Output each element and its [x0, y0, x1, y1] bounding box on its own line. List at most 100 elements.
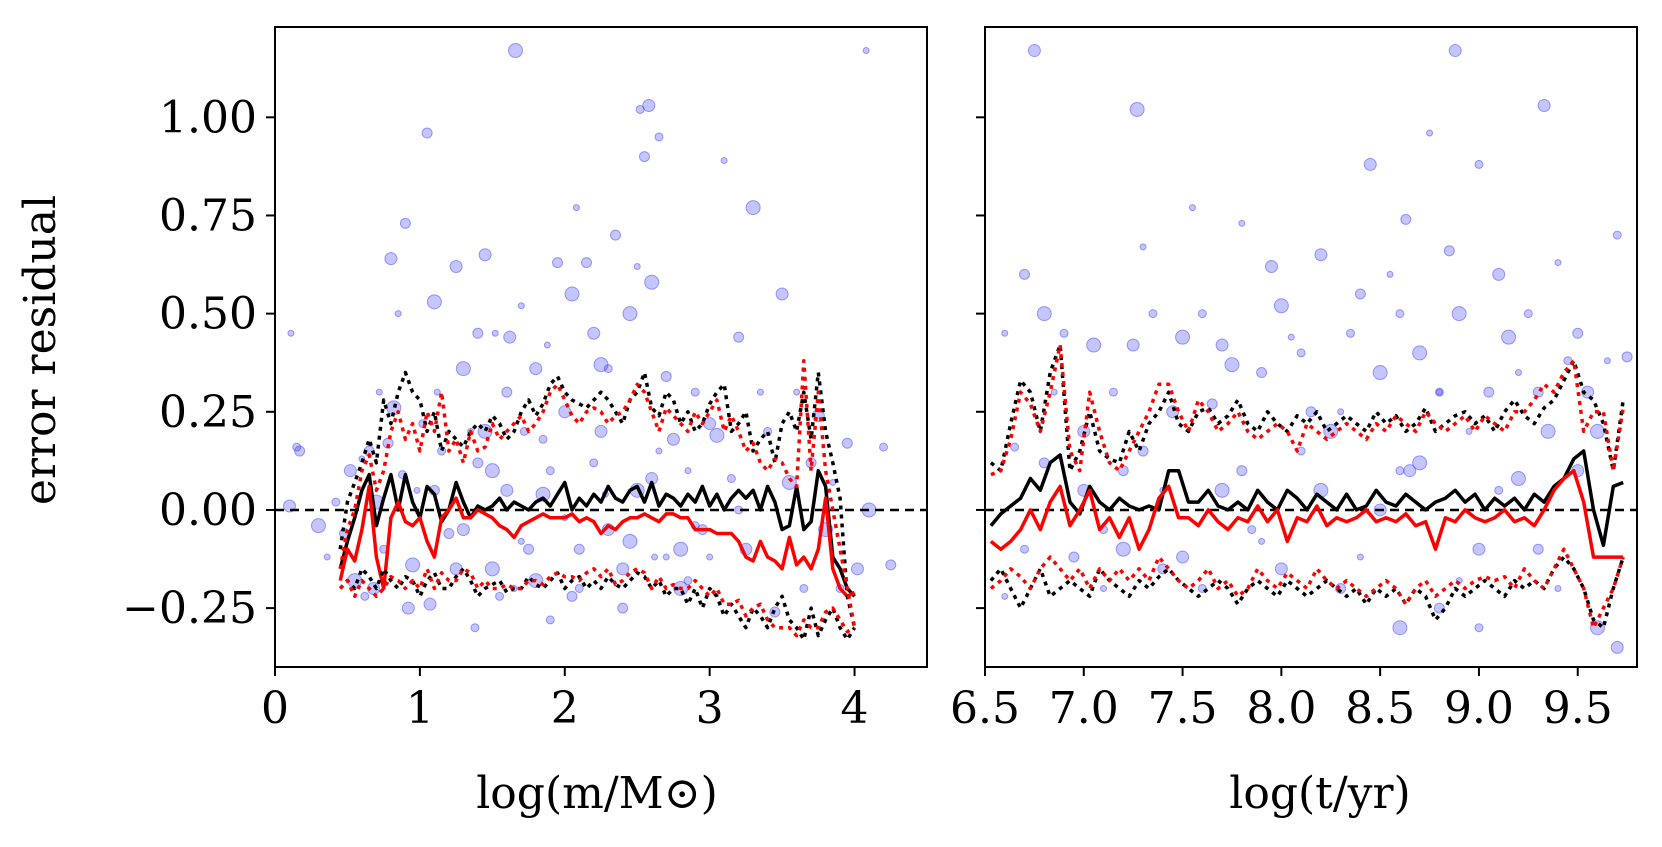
- scatter-point: [360, 591, 370, 601]
- scatter-point: [384, 252, 398, 266]
- scatter-point: [706, 553, 714, 561]
- scatter-point: [1621, 351, 1633, 363]
- scatter-point: [609, 229, 621, 241]
- scatter-point: [1068, 551, 1080, 563]
- series-line-upper-red-dotted: [338, 358, 857, 629]
- scatter-point: [495, 591, 505, 601]
- scatter-point: [1514, 369, 1522, 377]
- scatter-point: [1589, 423, 1605, 439]
- scatter-point: [1108, 387, 1118, 397]
- axes-frame: [984, 26, 1638, 668]
- scatter-point: [775, 287, 789, 301]
- scatter-point: [1256, 367, 1268, 379]
- scatter-point: [294, 445, 306, 457]
- scatter-point: [1148, 309, 1158, 319]
- scatter-point: [1020, 544, 1030, 554]
- scatter-point: [1356, 553, 1364, 561]
- scatter-point: [1215, 338, 1229, 352]
- scatter-point: [660, 370, 672, 382]
- scatter-point: [862, 47, 870, 55]
- scatter-point: [456, 523, 470, 537]
- scatter-point: [617, 602, 629, 614]
- scatter-point: [690, 387, 700, 397]
- scatter-point: [1610, 640, 1624, 654]
- scatter-point: [543, 341, 551, 349]
- scatter-point: [566, 590, 578, 602]
- scatter-point: [1258, 537, 1266, 545]
- y-tick-label: 1.00: [159, 92, 257, 143]
- scatter-point: [1510, 471, 1526, 487]
- scatter-point: [587, 326, 601, 340]
- scatter-point: [726, 474, 736, 484]
- scatter-point: [654, 132, 664, 142]
- scatter-point: [394, 310, 402, 318]
- scatter-point: [589, 458, 599, 468]
- scatter-point: [503, 330, 517, 344]
- scatter-point: [423, 597, 437, 611]
- scatter-point: [1363, 157, 1377, 171]
- scatter-point: [781, 474, 797, 490]
- scatter-point: [292, 442, 302, 452]
- scatter-point: [433, 388, 441, 396]
- x-tick-label: 9.0: [1444, 683, 1514, 734]
- scatter-point: [1392, 620, 1408, 636]
- x-tick-label: 3: [696, 683, 724, 734]
- scatter-point: [1492, 267, 1506, 281]
- scatter-point: [1224, 357, 1240, 373]
- scatter-point: [1086, 337, 1102, 353]
- scatter-point: [1465, 427, 1473, 435]
- scatter-point: [1139, 243, 1147, 251]
- scatter-point: [635, 104, 645, 114]
- plot-area: [275, 43, 927, 642]
- scatter-point: [1115, 541, 1131, 557]
- scatter-point: [1540, 423, 1556, 439]
- scatter-point: [323, 553, 331, 561]
- y-tick-label: 0.75: [159, 190, 257, 241]
- scatter-point: [581, 257, 593, 269]
- x-tick-label: 0: [261, 683, 289, 734]
- scatter-point: [1494, 485, 1504, 495]
- axes-frame: [274, 26, 928, 668]
- scatter-point: [1274, 562, 1288, 576]
- scatter-point: [642, 99, 656, 113]
- x-tick-label: 1: [406, 683, 434, 734]
- scatter-point: [1188, 204, 1196, 212]
- scatter-point: [545, 615, 555, 625]
- y-tick-label: −0.25: [122, 583, 257, 634]
- scatter-point: [1400, 213, 1412, 225]
- scatter-point: [1472, 542, 1486, 556]
- scatter-point: [885, 559, 897, 571]
- scatter-point: [1537, 99, 1551, 113]
- scatter-point: [501, 386, 513, 398]
- scatter-point: [662, 553, 670, 561]
- scatter-point: [593, 357, 609, 373]
- scatter-point: [517, 302, 525, 310]
- scatter-point: [558, 405, 572, 419]
- scatter-point: [799, 583, 809, 593]
- scatter-point: [1451, 306, 1467, 322]
- scatter-point: [1386, 270, 1394, 278]
- scatter-point: [1612, 230, 1622, 240]
- x-tick-label: 9.5: [1543, 683, 1613, 734]
- y-axis-label-left: error residual: [15, 195, 66, 505]
- scatter-point: [1296, 348, 1306, 358]
- scatter-point: [287, 329, 295, 337]
- scatter-point: [1264, 260, 1278, 274]
- scatter-point: [535, 486, 551, 502]
- scatter-point: [1412, 455, 1428, 471]
- series-line-median-red: [989, 468, 1624, 559]
- scatter-point: [1395, 309, 1405, 319]
- scatter-point: [594, 424, 608, 438]
- scatter-point: [1554, 259, 1562, 267]
- series-line-median-black: [989, 449, 1624, 548]
- scatter-point: [1019, 268, 1031, 280]
- scatter-point: [1434, 387, 1444, 397]
- scatter-point: [1572, 327, 1584, 339]
- scatter-point: [1523, 309, 1533, 319]
- right-panel: 6.5 7.0 7.5 8.0 8.5 9.0 9.5: [950, 26, 1638, 734]
- scatter-point: [1100, 584, 1108, 592]
- series-line-median-red: [338, 484, 856, 599]
- scatter-point: [633, 263, 641, 271]
- scatter-point: [1206, 398, 1218, 410]
- scatter-point: [1273, 298, 1289, 314]
